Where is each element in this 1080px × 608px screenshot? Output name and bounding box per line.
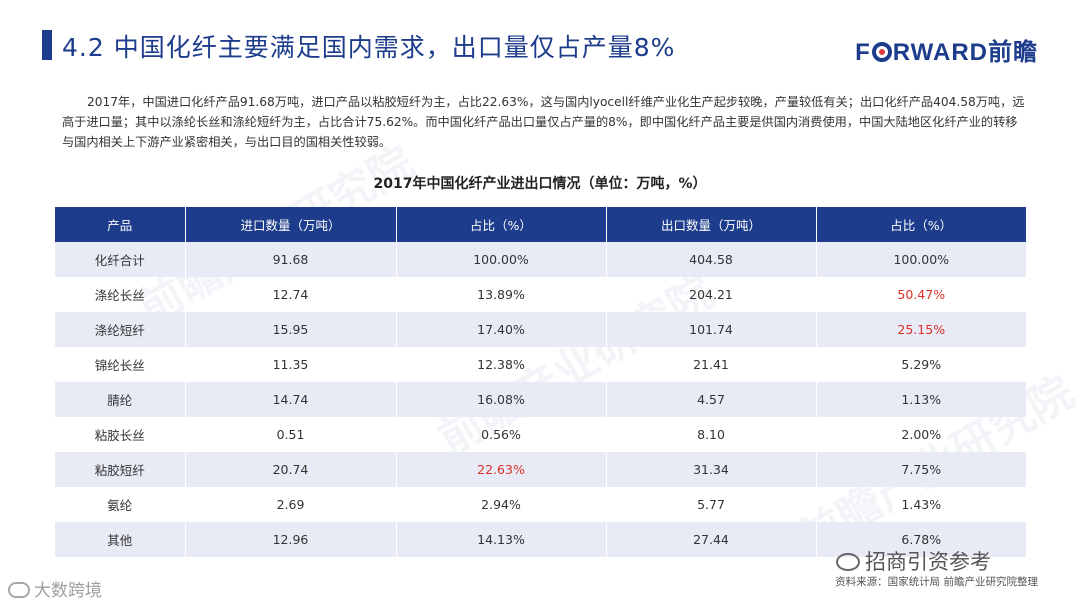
cell-import-share: 2.94%	[396, 487, 607, 522]
logo-letters: RWARD	[892, 39, 988, 66]
cell-import-share: 16.08%	[396, 382, 607, 417]
cell-import-share: 22.63%	[396, 452, 607, 487]
cell-export-share: 5.29%	[901, 357, 942, 372]
cell-import-share: 14.13%	[396, 522, 607, 557]
corner-logo: 大数跨境	[8, 576, 102, 601]
cell-export-share: 2.00%	[901, 427, 942, 442]
cell-export-share: 7.75%	[816, 452, 1026, 487]
cell-import-qty: 14.74	[185, 382, 397, 417]
cell-import-qty: 2.69	[185, 487, 397, 522]
cell-export-share: 25.15%	[816, 312, 1026, 347]
cell-product: 其他	[55, 522, 186, 557]
trade-table: 产品 进口数量（万吨） 占比（%） 出口数量（万吨） 占比（%） 化纤合计 91…	[55, 207, 1026, 557]
source-note: 资料来源：国家统计局 前瞻产业研究院整理	[835, 576, 1038, 588]
corner-logo-icon	[8, 582, 30, 598]
cell-import-share: 13.89%	[396, 277, 607, 312]
table-row: 涤纶短纤 15.95 17.40% 101.74 25.15%	[55, 312, 1026, 347]
cell-product: 锦纶长丝	[55, 347, 186, 382]
cell-import-share: 0.56%	[396, 417, 607, 452]
table-row: 其他 12.96 14.13% 27.44 6.78%	[55, 522, 1026, 557]
cell-product: 腈纶	[55, 382, 186, 417]
intro-paragraph: 2017年，中国进口化纤产品91.68万吨，进口产品以粘胶短纤为主，占比22.6…	[62, 95, 1025, 149]
cell-export-qty: 31.34	[606, 452, 817, 487]
table-caption: 2017年中国化纤产业进出口情况（单位：万吨，%）	[373, 176, 707, 192]
cell-export-qty: 4.57	[606, 382, 817, 417]
cell-export-qty: 21.41	[606, 347, 817, 382]
cell-import-qty: 12.74	[185, 277, 397, 312]
cell-import-qty: 20.74	[185, 452, 397, 487]
cell-export-qty: 8.10	[606, 417, 817, 452]
cell-import-qty: 91.68	[185, 242, 397, 277]
cell-export-share: 1.43%	[901, 497, 942, 512]
cell-import-qty: 12.96	[185, 522, 397, 557]
cell-import-share: 17.40%	[396, 312, 607, 347]
logo-o-icon	[871, 42, 892, 62]
logo-cn: 前瞻	[988, 39, 1038, 66]
cell-import-qty: 0.51	[185, 417, 397, 452]
wechat-watermark: 招商引资参考	[836, 546, 991, 576]
page-title: 4.2 中国化纤主要满足国内需求，出口量仅占产量8%	[62, 33, 676, 62]
header-product: 产品	[55, 207, 186, 242]
cell-export-qty: 5.77	[606, 487, 817, 522]
table-header-row: 产品 进口数量（万吨） 占比（%） 出口数量（万吨） 占比（%）	[55, 207, 1026, 242]
table-row: 涤纶长丝 12.74 13.89% 204.21 50.47%	[55, 277, 1026, 312]
table-row: 腈纶 14.74 16.08% 4.57 1.13%	[55, 382, 1026, 417]
cell-import-qty: 11.35	[185, 347, 397, 382]
header-export-share: 占比（%）	[816, 207, 1026, 242]
table-row: 化纤合计 91.68 100.00% 404.58 100.00%	[55, 242, 1026, 277]
table-row: 氨纶 2.69 2.94% 5.77 1.43%	[55, 487, 1026, 522]
cell-export-qty: 404.58	[606, 242, 817, 277]
cell-export-qty: 101.74	[606, 312, 817, 347]
cell-export-share: 50.47%	[897, 287, 946, 302]
header-import-share: 占比（%）	[396, 207, 607, 242]
cell-product: 涤纶短纤	[55, 312, 186, 347]
cell-export-share: 6.78%	[816, 522, 1026, 557]
cell-product: 粘胶长丝	[55, 417, 186, 452]
cell-product: 粘胶短纤	[55, 452, 186, 487]
table-row: 粘胶短纤 20.74 22.63% 31.34 7.75%	[55, 452, 1026, 487]
cell-import-share: 100.00%	[396, 242, 607, 277]
wechat-icon	[836, 553, 860, 571]
cell-export-qty: 204.21	[606, 277, 817, 312]
cell-import-qty: 15.95	[185, 312, 397, 347]
header-export-qty: 出口数量（万吨）	[606, 207, 817, 242]
table-row: 锦纶长丝 11.35 12.38% 21.41 5.29%	[55, 347, 1026, 382]
cell-export-share: 1.13%	[816, 382, 1026, 417]
header-import-qty: 进口数量（万吨）	[185, 207, 397, 242]
cell-import-share: 12.38%	[396, 347, 607, 382]
corner-logo-text: 大数跨境	[34, 581, 102, 601]
cell-export-share: 100.00%	[816, 242, 1026, 277]
cell-export-qty: 27.44	[606, 522, 817, 557]
title-accent-bar	[42, 30, 52, 60]
table-row: 粘胶长丝 0.51 0.56% 8.10 2.00%	[55, 417, 1026, 452]
logo-letter-f: F	[855, 39, 871, 66]
cell-product: 化纤合计	[55, 242, 186, 277]
forward-logo: F RWARD前瞻	[855, 32, 1038, 67]
cell-product: 氨纶	[55, 487, 186, 522]
wechat-label: 招商引资参考	[865, 550, 991, 574]
cell-product: 涤纶长丝	[55, 277, 186, 312]
